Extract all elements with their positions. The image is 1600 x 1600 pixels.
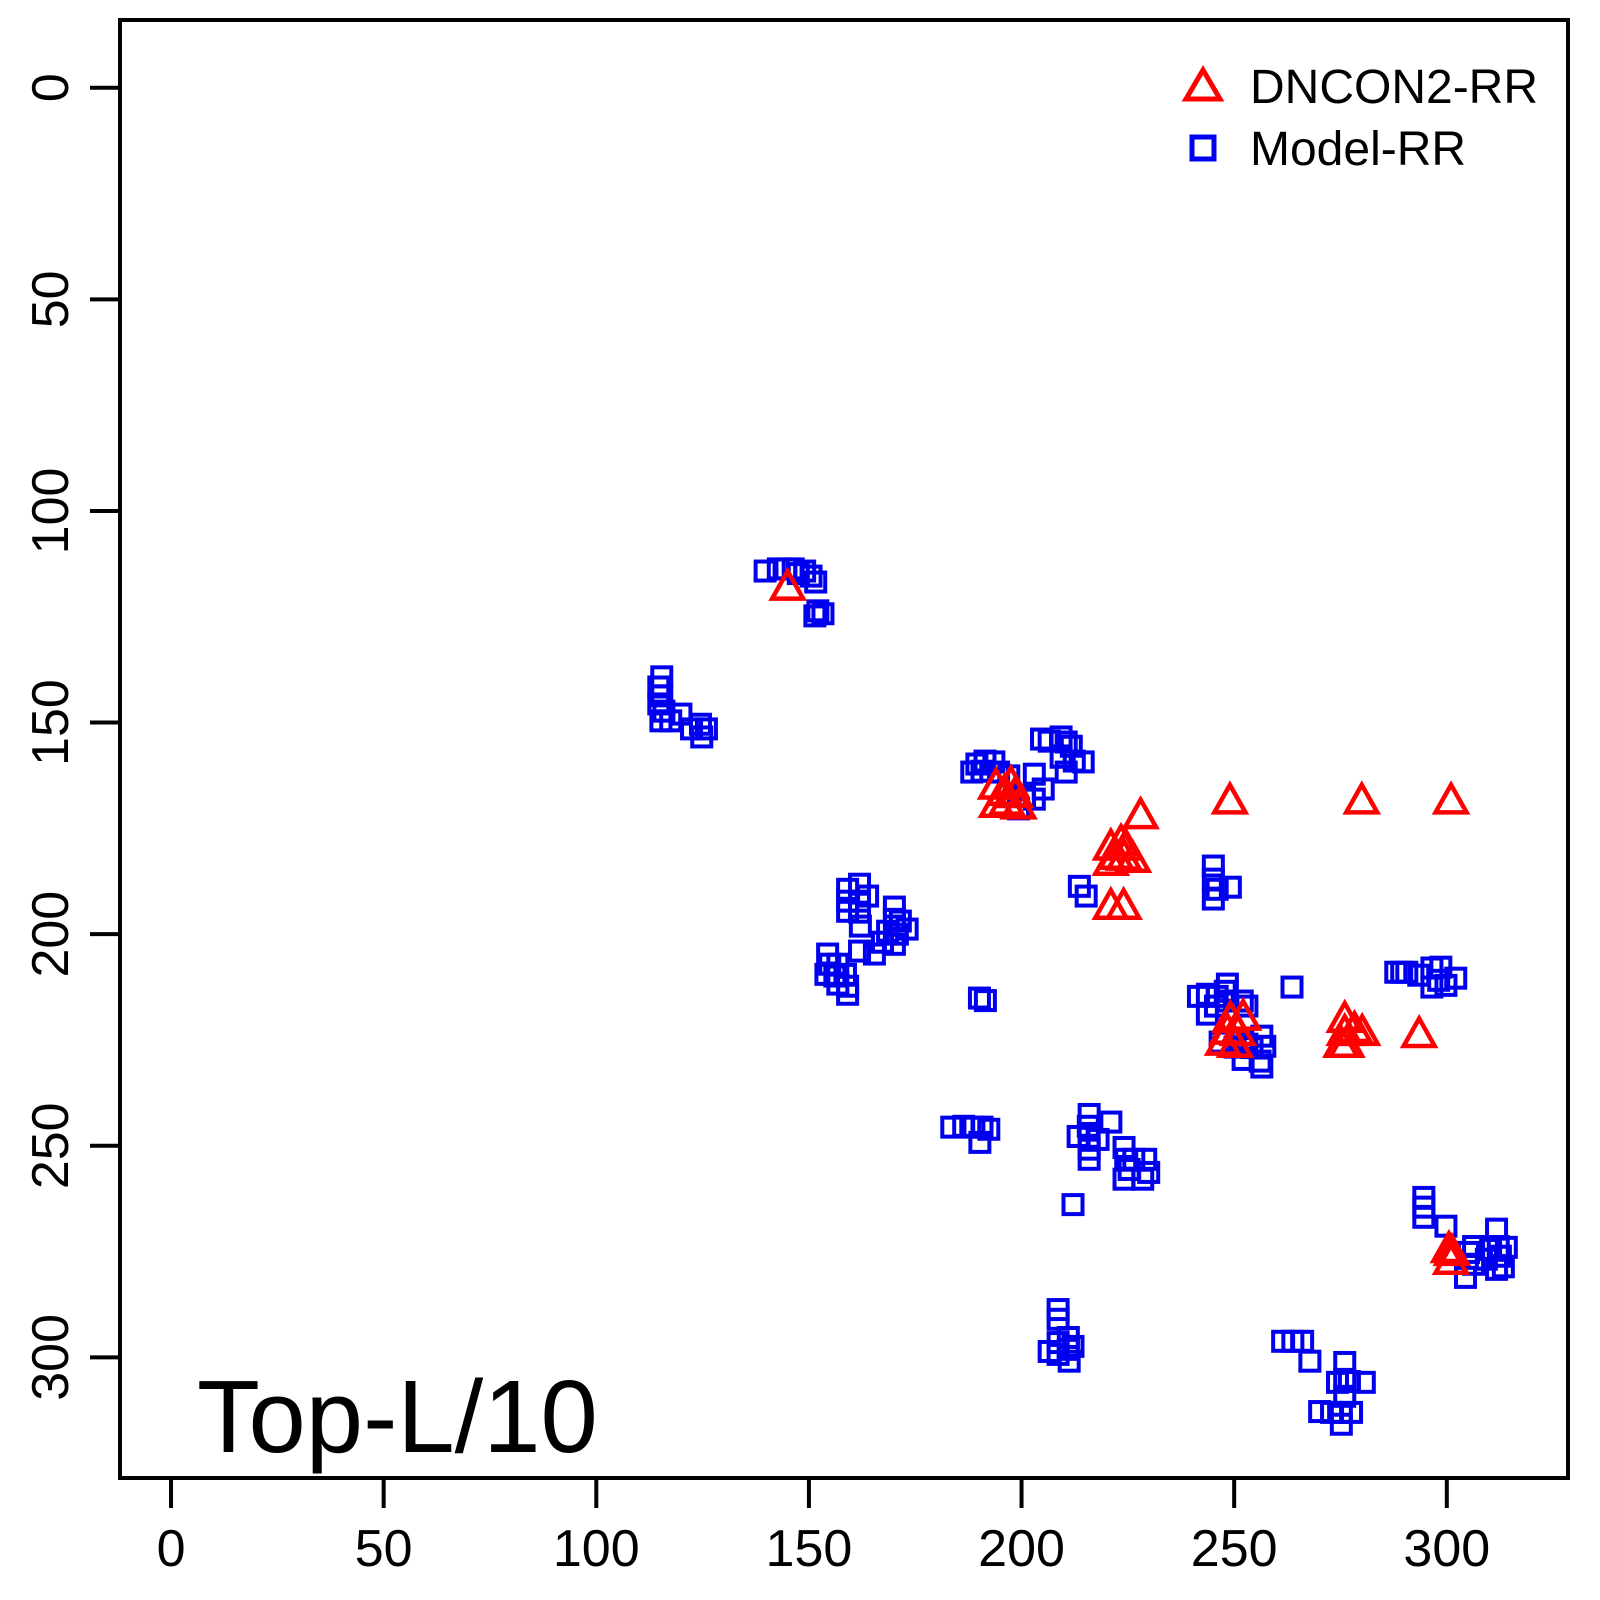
dncon2-rr-point bbox=[1121, 795, 1160, 830]
x-tick-label: 50 bbox=[355, 1520, 413, 1578]
y-tick-label: 150 bbox=[22, 679, 80, 766]
model-rr-point bbox=[882, 895, 906, 919]
x-tick-label: 300 bbox=[1403, 1520, 1490, 1578]
model-rr-point bbox=[1131, 1167, 1155, 1191]
model-rr-point bbox=[862, 942, 886, 966]
model-rr-point bbox=[1280, 975, 1304, 999]
dncon2-rr-point bbox=[1210, 780, 1250, 815]
dncon2-rr-point bbox=[1342, 780, 1382, 815]
dncon2-rr-point bbox=[1399, 1013, 1439, 1049]
dncon2-rr-point bbox=[1431, 1240, 1471, 1276]
x-tick-label: 100 bbox=[553, 1520, 640, 1578]
model-rr-point bbox=[1195, 1002, 1219, 1026]
legend-triangle-icon bbox=[1181, 65, 1225, 102]
model-rr-point bbox=[803, 604, 827, 628]
model-rr-point bbox=[1412, 1205, 1436, 1229]
model-rr-point bbox=[1333, 1384, 1357, 1408]
model-rr-point bbox=[647, 692, 671, 716]
model-rr-point bbox=[1137, 1160, 1161, 1184]
dncon2-rr-point bbox=[1321, 1023, 1361, 1058]
y-tick-label: 100 bbox=[22, 468, 80, 555]
model-rr-point bbox=[836, 877, 860, 901]
legend-label-model: Model-RR bbox=[1250, 123, 1466, 176]
dncon2-rr-point bbox=[1104, 885, 1143, 920]
model-rr-point bbox=[690, 725, 714, 749]
model-rr-point bbox=[1395, 960, 1419, 984]
legend-label-dncon2: DNCON2-RR bbox=[1250, 61, 1538, 114]
model-rr-point bbox=[1077, 1147, 1101, 1171]
model-rr-point bbox=[1434, 1214, 1458, 1238]
model-rr-point bbox=[1230, 989, 1254, 1013]
y-tick-label: 200 bbox=[22, 891, 80, 978]
model-rr-point bbox=[1054, 760, 1078, 784]
dncon2-rr-points bbox=[768, 566, 1472, 1276]
dncon2-rr-point bbox=[1091, 841, 1131, 876]
legend: DNCON2-RR Model-RR bbox=[1181, 61, 1538, 176]
model-rr-points bbox=[647, 557, 1518, 1436]
dncon2-rr-point bbox=[1342, 1011, 1382, 1047]
model-rr-point bbox=[1444, 966, 1468, 990]
model-rr-point bbox=[1046, 1342, 1070, 1366]
dncon2-rr-point bbox=[1335, 1008, 1374, 1044]
x-tick-label: 250 bbox=[1191, 1520, 1278, 1578]
model-rr-point bbox=[848, 900, 872, 924]
model-rr-point bbox=[1298, 1349, 1322, 1373]
model-rr-point bbox=[970, 759, 994, 783]
model-rr-point bbox=[1329, 1412, 1353, 1436]
y-tick-label: 250 bbox=[22, 1102, 80, 1189]
model-rr-point bbox=[1215, 972, 1239, 996]
model-rr-point bbox=[1099, 1110, 1123, 1134]
model-rr-point bbox=[940, 1115, 964, 1139]
model-rr-point bbox=[968, 1130, 992, 1154]
model-rr-point bbox=[1352, 1370, 1376, 1394]
x-tick-label: 200 bbox=[978, 1520, 1065, 1578]
plot-title: Top-L/10 bbox=[197, 1359, 598, 1474]
model-rr-point bbox=[1218, 875, 1242, 899]
dncon2-rr-point bbox=[977, 783, 1017, 818]
x-axis: 0 50 100 150 200 250 300 bbox=[157, 1478, 1490, 1578]
dncon2-rr-point bbox=[999, 785, 1038, 820]
y-tick-label: 300 bbox=[22, 1314, 80, 1401]
model-rr-point bbox=[967, 986, 991, 1010]
model-rr-point bbox=[848, 939, 872, 963]
model-rr-point bbox=[1049, 745, 1073, 769]
dncon2-rr-point bbox=[1113, 838, 1153, 873]
plot-border bbox=[118, 18, 1570, 1480]
model-rr-point bbox=[1326, 1370, 1350, 1394]
dncon2-rr-point bbox=[768, 566, 808, 601]
model-rr-point bbox=[973, 989, 997, 1013]
legend-square-icon bbox=[1189, 134, 1217, 162]
dncon2-rr-point bbox=[1215, 1023, 1255, 1058]
x-tick-label: 0 bbox=[157, 1520, 186, 1578]
model-rr-point bbox=[1061, 1193, 1085, 1217]
model-rr-point bbox=[1485, 1257, 1509, 1281]
dncon2-rr-point bbox=[1218, 1011, 1258, 1047]
model-rr-point bbox=[1201, 854, 1225, 878]
y-axis: 0 50 100 150 200 250 300 bbox=[22, 73, 120, 1401]
model-rr-point bbox=[1337, 1370, 1361, 1394]
y-tick-label: 0 bbox=[22, 73, 80, 102]
model-rr-point bbox=[848, 914, 872, 938]
model-rr-point bbox=[1308, 1400, 1332, 1424]
dncon2-rr-point bbox=[995, 773, 1035, 809]
dncon2-rr-point bbox=[1432, 1231, 1472, 1267]
model-rr-point bbox=[1235, 994, 1259, 1018]
dncon2-rr-point bbox=[1431, 780, 1471, 815]
model-rr-point bbox=[1420, 975, 1444, 999]
model-rr-point bbox=[1074, 884, 1098, 908]
x-tick-label: 150 bbox=[766, 1520, 853, 1578]
model-rr-point bbox=[688, 712, 712, 736]
model-rr-point bbox=[1077, 1102, 1101, 1126]
y-tick-label: 50 bbox=[22, 270, 80, 328]
model-rr-point bbox=[836, 899, 860, 923]
model-rr-point bbox=[1201, 887, 1225, 911]
model-rr-point bbox=[806, 599, 830, 623]
model-rr-point bbox=[970, 1115, 994, 1139]
model-rr-point bbox=[799, 564, 823, 588]
model-rr-point bbox=[836, 982, 860, 1006]
